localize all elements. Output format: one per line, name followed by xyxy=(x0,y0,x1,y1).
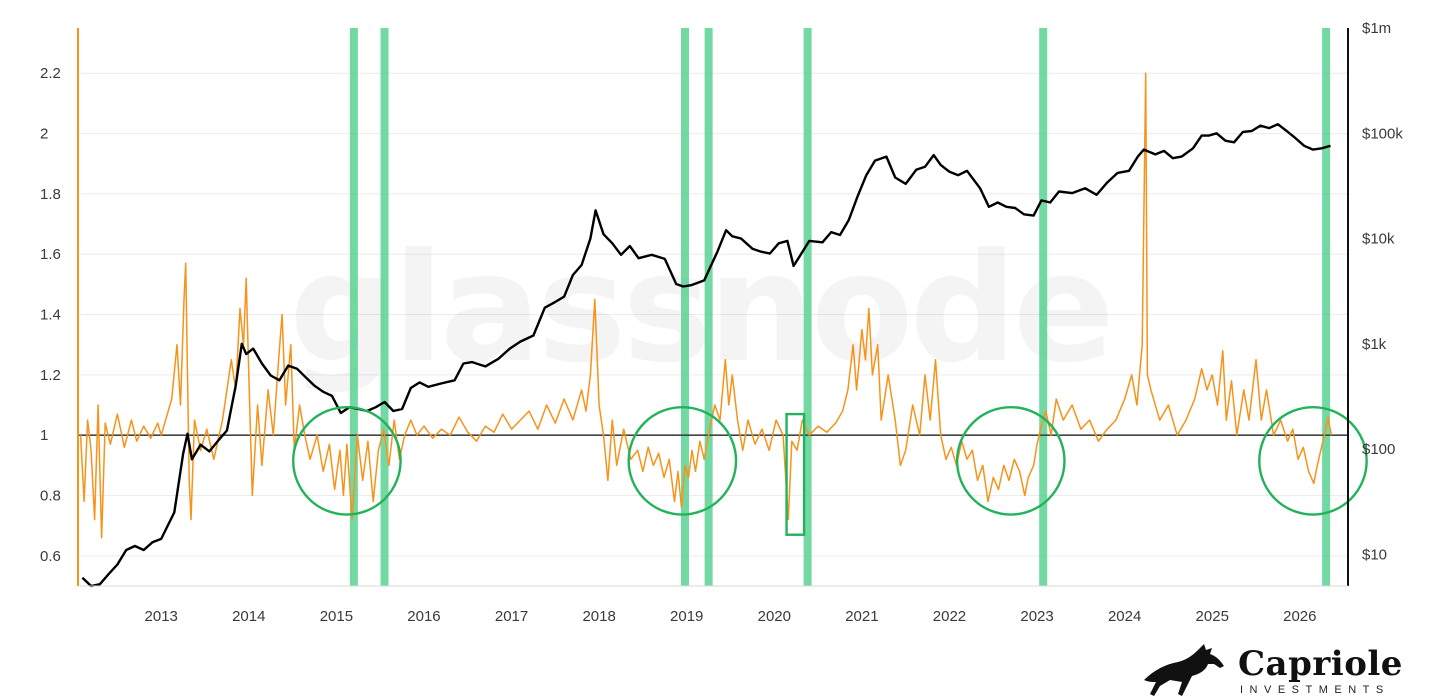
x-tick-7: 2020 xyxy=(758,608,791,625)
y-left-tick-1: 0.8 xyxy=(40,488,61,505)
x-tick-11: 2024 xyxy=(1108,608,1141,625)
x-tick-13: 2026 xyxy=(1283,608,1316,625)
y-left-tick-3: 1.2 xyxy=(40,367,61,384)
highlight-bands xyxy=(349,28,1331,586)
series-line-0 xyxy=(79,72,1333,539)
y-left-tick-2: 1 xyxy=(40,427,48,444)
brand-name: Capriole xyxy=(1238,644,1403,684)
brand-subtitle: INVESTMENTS xyxy=(1240,684,1390,696)
x-tick-2: 2015 xyxy=(320,608,353,625)
annotation-circle-0 xyxy=(292,405,402,516)
y-right-tick-2: $1k xyxy=(1362,336,1387,353)
x-tick-0: 2013 xyxy=(145,608,178,625)
x-tick-8: 2021 xyxy=(845,608,878,625)
watermark: glassnode xyxy=(289,222,1111,396)
annotation-circle-3 xyxy=(1258,405,1368,516)
highlight-band-6 xyxy=(1322,28,1331,586)
y-right-tick-3: $10k xyxy=(1362,231,1395,248)
highlight-band-5 xyxy=(1039,28,1048,586)
x-tick-6: 2019 xyxy=(670,608,703,625)
y-left-tick-7: 2 xyxy=(40,126,48,143)
highlight-band-1 xyxy=(380,28,389,586)
axes: 0.6 0.8 1 1.2 1.4 1.6 1.8 2 2.2 $10 $100 $1k $10k $10… xyxy=(40,20,1403,625)
y-left-tick-8: 2.2 xyxy=(40,65,61,82)
y-left-tick-0: 0.6 xyxy=(40,548,61,565)
y-right-tick-5: $1m xyxy=(1362,20,1391,37)
annotation-circle-2 xyxy=(955,405,1066,516)
highlight-band-3 xyxy=(704,28,713,586)
y-right-tick-4: $100k xyxy=(1362,125,1403,142)
y-left-tick-4: 1.4 xyxy=(40,307,61,324)
horse-icon xyxy=(1144,644,1224,696)
annotation-circle-1 xyxy=(627,405,738,516)
x-tick-5: 2018 xyxy=(582,608,615,625)
series-line-1 xyxy=(81,123,1331,588)
x-tick-10: 2023 xyxy=(1020,608,1053,625)
annotation-box-0 xyxy=(785,412,806,536)
annotations xyxy=(292,405,1368,536)
highlight-band-0 xyxy=(349,28,358,586)
highlight-band-2 xyxy=(680,28,689,586)
x-tick-3: 2016 xyxy=(407,608,440,625)
y-right-tick-1: $100 xyxy=(1362,441,1395,458)
y-left-tick-6: 1.8 xyxy=(40,186,61,203)
x-tick-4: 2017 xyxy=(495,608,528,625)
x-tick-12: 2025 xyxy=(1196,608,1229,625)
x-tick-9: 2022 xyxy=(933,608,966,625)
brand-logo: Capriole INVESTMENTS xyxy=(1140,640,1403,698)
series xyxy=(79,72,1333,588)
highlight-band-4 xyxy=(803,28,812,586)
y-left-tick-5: 1.6 xyxy=(40,246,61,263)
y-right-tick-0: $10 xyxy=(1362,546,1387,563)
x-tick-1: 2014 xyxy=(232,608,265,625)
